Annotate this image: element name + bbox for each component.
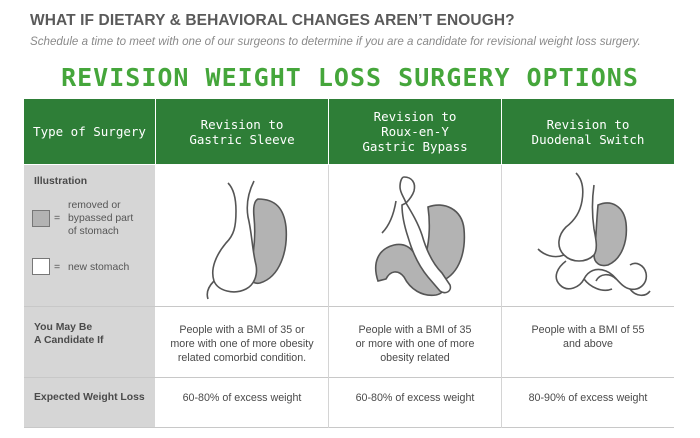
candidate-roux-en-y: People with a BMI of 35 or more with one…: [355, 324, 475, 364]
surgery-options-table: Type of Surgery Revision to Gastric Sleev…: [24, 99, 674, 428]
table-header-row: [24, 99, 674, 164]
legend-removed-label: removed or bypassed part of stomach: [68, 200, 134, 237]
duodenal-switch-illustration: [537, 172, 651, 297]
gastric-bypass-illustration: [374, 176, 466, 297]
row-divider: [24, 377, 674, 378]
page-subheading: Schedule a time to meet with one of our …: [30, 35, 641, 48]
header-divider: [155, 99, 156, 164]
legend-equals: =: [54, 261, 61, 273]
candidate-duodenal-switch: People with a BMI of 55 and above: [531, 324, 645, 350]
candidate-gastric-sleeve: People with a BMI of 35 or more with one…: [170, 324, 314, 364]
weight-loss-roux-en-y: 60-80% of excess weight: [355, 392, 475, 404]
row-label-illustration: Illustration: [34, 176, 88, 187]
gastric-sleeve-illustration: [206, 180, 288, 300]
legend-new-swatch: [32, 258, 50, 275]
table-bottom-border: [24, 427, 674, 428]
legend-equals: =: [54, 212, 61, 224]
legend-removed-swatch: [32, 210, 50, 227]
header-type-of-surgery: Type of Surgery: [33, 124, 146, 139]
chart-title: REVISION WEIGHT LOSS SURGERY OPTIONS: [61, 63, 639, 92]
weight-loss-gastric-sleeve: 60-80% of excess weight: [182, 392, 302, 404]
header-roux-en-y: Revision to Roux-en-Y Gastric Bypass: [362, 109, 468, 154]
weight-loss-duodenal-switch: 80-90% of excess weight: [528, 392, 648, 404]
row-label-candidate: You May Be A Candidate If: [34, 322, 104, 346]
column-divider: [328, 165, 329, 428]
row-divider: [24, 306, 674, 307]
header-divider: [501, 99, 502, 164]
row-label-column: [24, 165, 155, 428]
header-gastric-sleeve: Revision to Gastric Sleeve: [189, 116, 295, 147]
header-duodenal-switch: Revision to Duodenal Switch: [531, 116, 645, 147]
legend-new-label: new stomach: [68, 262, 130, 273]
page-heading: WHAT IF DIETARY & BEHAVIORAL CHANGES ARE…: [30, 12, 515, 29]
column-divider: [501, 165, 502, 428]
header-divider: [328, 99, 329, 164]
row-label-weight-loss: Expected Weight Loss: [34, 392, 145, 403]
